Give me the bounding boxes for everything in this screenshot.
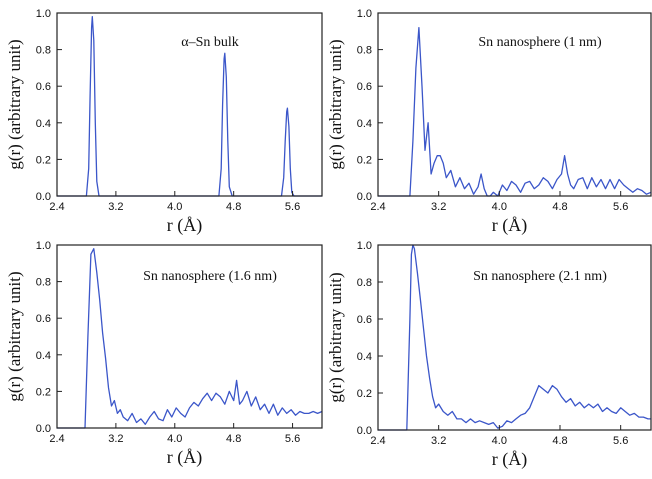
y-tick-label: 0.6: [357, 314, 372, 326]
panel-title: Sn nanosphere (1 nm): [478, 35, 602, 50]
x-tick-label: 3.2: [431, 435, 446, 447]
y-tick-label: 1.0: [357, 8, 372, 20]
data-series-line: [378, 26, 652, 197]
y-tick-label: 0.2: [357, 154, 372, 166]
x-tick-label: 2.4: [370, 435, 385, 447]
x-tick-label: 5.6: [285, 433, 300, 445]
x-tick-label: 5.6: [613, 435, 628, 447]
x-tick-label: 3.2: [108, 433, 123, 445]
y-tick-label: 0.2: [36, 154, 51, 166]
x-tick-label: 2.4: [49, 433, 64, 445]
chart-panel-4: 2.4 3.2 4.0 4.8 5.6 0.0 0.2 0.4 0.6 0.8 1.0 Sn nano…: [326, 240, 652, 470]
y-tick-label: 0.2: [36, 386, 51, 398]
x-tick-label: 3.2: [431, 201, 446, 213]
x-axis-title: r (Å): [167, 447, 202, 468]
data-series-line: [378, 244, 651, 431]
y-tick-label: 0.0: [357, 425, 372, 437]
x-tick-label: 4.8: [552, 435, 567, 447]
y-axis-title: g(r) (arbitrary unit): [5, 271, 24, 401]
chart-panel-1: 2.4 3.2 4.0 4.8 5.6 0.0 0.2 0.4 0.6 0.8 1.0 α–Sn bu…: [5, 8, 323, 236]
y-tick-label: 0.8: [357, 45, 372, 57]
y-tick-label: 0.4: [357, 118, 372, 130]
y-tick-label: 1.0: [36, 8, 51, 20]
x-tick-label: 4.8: [226, 201, 241, 213]
x-tick-label: 2.4: [49, 201, 64, 213]
y-tick-label: 0.4: [36, 350, 51, 362]
x-axis-title: r (Å): [167, 215, 202, 236]
y-tick-label: 0.8: [36, 45, 51, 57]
y-tick-label: 0.6: [357, 81, 372, 93]
y-tick-label: 0.8: [357, 277, 372, 289]
x-axis-title: r (Å): [492, 449, 527, 470]
y-tick-label: 0.0: [36, 423, 51, 435]
y-tick-label: 0.0: [357, 191, 372, 203]
plot-frame: [56, 12, 323, 197]
x-tick-label: 4.8: [552, 201, 567, 213]
y-tick-label: 0.0: [36, 191, 51, 203]
y-tick-label: 0.6: [36, 81, 51, 93]
chart-panel-2: 2.4 3.2 4.0 4.8 5.6 0.0 0.2 0.4 0.6 0.8 1.0 Sn nano…: [326, 8, 652, 236]
plot-frame: [377, 244, 652, 431]
x-tick-label: 4.0: [492, 201, 507, 213]
x-tick-label: 4.8: [226, 433, 241, 445]
y-tick-label: 1.0: [36, 240, 51, 252]
data-series-line: [57, 16, 322, 197]
x-tick-label: 5.6: [285, 201, 300, 213]
panel-title: Sn nanosphere (2.1 nm): [473, 269, 607, 284]
plot-frame: [56, 244, 323, 429]
chart-panel-3: 2.4 3.2 4.0 4.8 5.6 0.0 0.2 0.4 0.6 0.8 1.0 Sn nano…: [5, 240, 323, 468]
y-tick-label: 0.2: [357, 388, 372, 400]
y-axis-title: g(r) (arbitrary unit): [326, 39, 345, 169]
y-tick-label: 0.4: [357, 351, 372, 363]
y-axis-title: g(r) (arbitrary unit): [5, 39, 24, 169]
data-series-line: [57, 248, 323, 429]
y-tick-label: 0.8: [36, 277, 51, 289]
y-tick-label: 1.0: [357, 240, 372, 252]
y-tick-label: 0.4: [36, 118, 51, 130]
x-tick-label: 4.0: [492, 435, 507, 447]
x-tick-label: 2.4: [370, 201, 385, 213]
y-axis-title: g(r) (arbitrary unit): [326, 272, 345, 402]
plot-frame: [377, 12, 652, 197]
x-tick-label: 5.6: [613, 201, 628, 213]
x-tick-label: 4.0: [167, 201, 182, 213]
x-tick-label: 4.0: [167, 433, 182, 445]
panel-title: α–Sn bulk: [181, 35, 239, 50]
x-tick-label: 3.2: [108, 201, 123, 213]
y-tick-label: 0.6: [36, 313, 51, 325]
x-axis-title: r (Å): [492, 215, 527, 236]
panel-title: Sn nanosphere (1.6 nm): [143, 269, 277, 284]
